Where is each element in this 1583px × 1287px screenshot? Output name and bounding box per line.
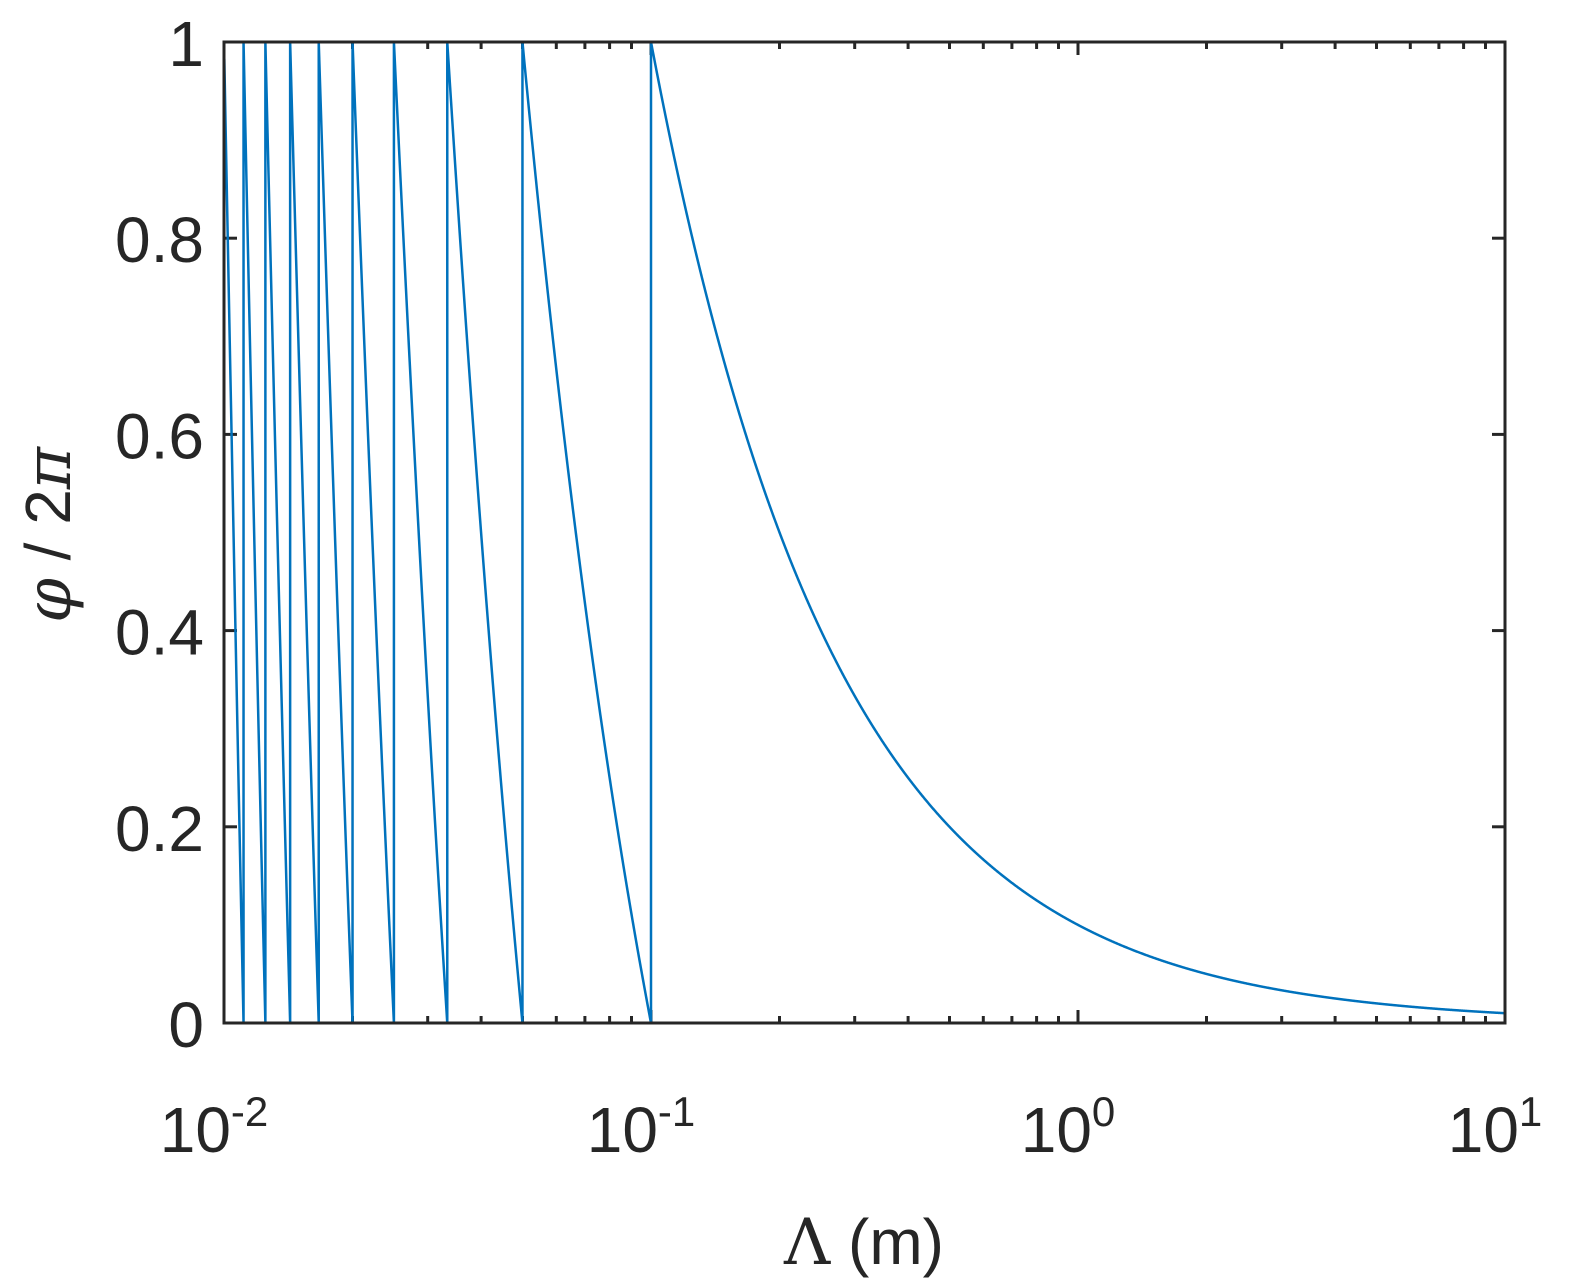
x-tick-exponent: -2 <box>231 1088 268 1135</box>
y-tick-label: 0.2 <box>115 793 204 865</box>
x-tick-label: 101 <box>1448 1088 1543 1166</box>
x-tick-base: 10 <box>160 1094 231 1166</box>
x-tick-base: 10 <box>587 1094 658 1166</box>
x-axis-symbol: Λ <box>783 1206 831 1280</box>
x-tick-label: 10-1 <box>587 1088 696 1166</box>
plot-background <box>224 42 1505 1023</box>
y-tick-label: 0.6 <box>115 400 204 472</box>
series-line <box>222 40 1506 1025</box>
x-tick-base: 10 <box>1448 1094 1519 1166</box>
x-tick-labels: 10-2 10-1 100 101 <box>160 1088 1543 1166</box>
x-axis-label: Λ (m) <box>783 1206 944 1280</box>
x-tick-label: 10-2 <box>160 1088 269 1166</box>
x-tick-exponent: -1 <box>658 1088 695 1135</box>
y-axis-divider: / 2 <box>12 489 84 578</box>
y-tick-label: 1 <box>168 8 204 80</box>
x-tick-exponent: 1 <box>1519 1088 1542 1135</box>
y-axis-symbol: φ <box>12 578 86 623</box>
y-tick-label: 0 <box>168 989 204 1061</box>
x-tick-label: 100 <box>1021 1088 1116 1166</box>
y-tick-label: 0.8 <box>115 204 204 276</box>
y-tick-label: 0.4 <box>115 597 204 669</box>
plot-frame <box>222 40 1507 1025</box>
y-axis-pi: π <box>12 446 86 490</box>
series-layer <box>222 40 1506 1025</box>
x-tick-exponent: 0 <box>1092 1088 1115 1135</box>
x-axis-unit: (m) <box>830 1206 944 1278</box>
y-tick-labels: 0 0.2 0.4 0.6 0.8 1 <box>115 8 204 1061</box>
y-axis-label: φ / 2π <box>12 446 86 623</box>
x-tick-base: 10 <box>1021 1094 1092 1166</box>
